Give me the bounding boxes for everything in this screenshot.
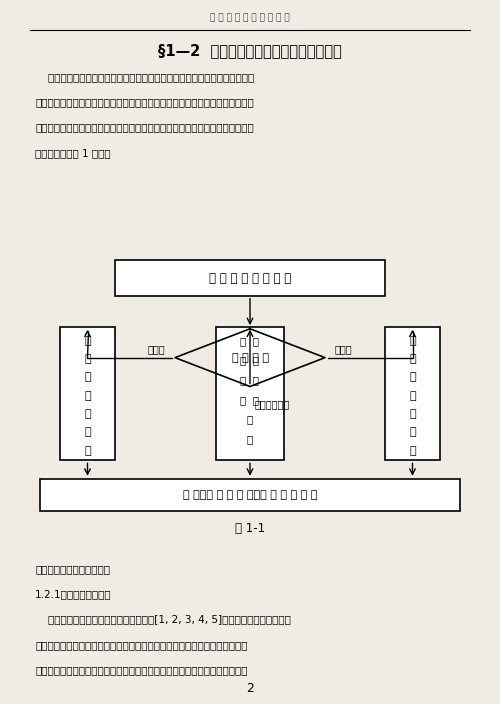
Text: 风 机 盘 管 热 力 计 算: 风 机 盘 管 热 力 计 算	[209, 272, 291, 284]
Text: 况: 况	[247, 434, 253, 444]
Text: 干工况: 干工况	[148, 344, 165, 354]
Text: 工: 工	[84, 354, 91, 364]
Text: 湿  算: 湿 算	[240, 395, 260, 405]
Text: 干: 干	[84, 336, 91, 346]
Text: 热: 热	[84, 391, 91, 401]
Text: 方面的关系如图 1 所示：: 方面的关系如图 1 所示：	[35, 148, 110, 158]
Text: 东 南 大 学 硕 士 学 位 论 文: 东 南 大 学 硕 士 学 位 论 文	[210, 13, 290, 23]
Text: 力: 力	[409, 409, 416, 419]
Text: §1—2  风机盘管热力计算理论的研究概述: §1—2 风机盘管热力计算理论的研究概述	[158, 44, 342, 58]
Text: 半  计: 半 计	[240, 375, 260, 385]
Text: 图 1-1: 图 1-1	[235, 522, 265, 534]
Text: 干  力: 干 力	[240, 356, 260, 365]
Bar	[385, 327, 440, 460]
Bar	[216, 327, 284, 460]
Text: 工: 工	[247, 415, 253, 425]
Text: 国内外在该工况下的各种热力计算方法[1, 2, 3, 4, 5]所建立的热交换微分方程: 国内外在该工况下的各种热力计算方法[1, 2, 3, 4, 5]所建立的热交换微…	[35, 615, 291, 624]
Text: 下六方面：干工况热力计算、湿工况热力计算、半干半湿工况热力计算、工况判: 下六方面：干工况热力计算、湿工况热力计算、半干半湿工况热力计算、工况判	[35, 97, 254, 107]
Text: 热: 热	[409, 391, 416, 401]
Text: 风机盘管与水冷式表面式空气冷却器一样，较完整的热力计算理论应包括以: 风机盘管与水冷式表面式空气冷却器一样，较完整的热力计算理论应包括以	[35, 72, 254, 82]
Text: 湿工况: 湿工况	[335, 344, 352, 354]
Text: 别方法、相关术语、概念的定义、与热力计算理论相配套的热工实验方法。这六: 别方法、相关术语、概念的定义、与热力计算理论相配套的热工实验方法。这六	[35, 122, 254, 132]
Bar	[40, 479, 460, 511]
Text: 2: 2	[246, 682, 254, 695]
Text: 计: 计	[409, 427, 416, 437]
Text: 组是一致的，计算的步骤也大体相同，不同之处在于总传热系数实验公式的表: 组是一致的，计算的步骤也大体相同，不同之处在于总传热系数实验公式的表	[35, 640, 248, 650]
Bar	[115, 260, 385, 296]
Text: 况: 况	[409, 372, 416, 382]
Text: 算: 算	[409, 446, 416, 455]
Text: 半干半湿工况: 半干半湿工况	[255, 399, 290, 409]
Text: 达形式上。因为总传热系数实验公式的表达形式合理与否直接关系着总传热系: 达形式上。因为总传热系数实验公式的表达形式合理与否直接关系着总传热系	[35, 665, 248, 675]
Text: 工: 工	[409, 354, 416, 364]
Text: 半  热: 半 热	[240, 336, 260, 346]
Bar	[60, 327, 115, 460]
Text: 力: 力	[84, 409, 91, 419]
Text: 湿: 湿	[409, 336, 416, 346]
Text: 况: 况	[84, 372, 91, 382]
Text: 判 别 工 况: 判 别 工 况	[232, 353, 268, 363]
Text: 1.2.1、干工况热力计算: 1.2.1、干工况热力计算	[35, 589, 112, 599]
Text: 计: 计	[84, 427, 91, 437]
Text: 这六部分的研究概况如下：: 这六部分的研究概况如下：	[35, 564, 110, 574]
Text: 术 语、概 念 的 定 义，热 工 实 验 方 法: 术 语、概 念 的 定 义，热 工 实 验 方 法	[183, 490, 317, 500]
Text: 算: 算	[84, 446, 91, 455]
